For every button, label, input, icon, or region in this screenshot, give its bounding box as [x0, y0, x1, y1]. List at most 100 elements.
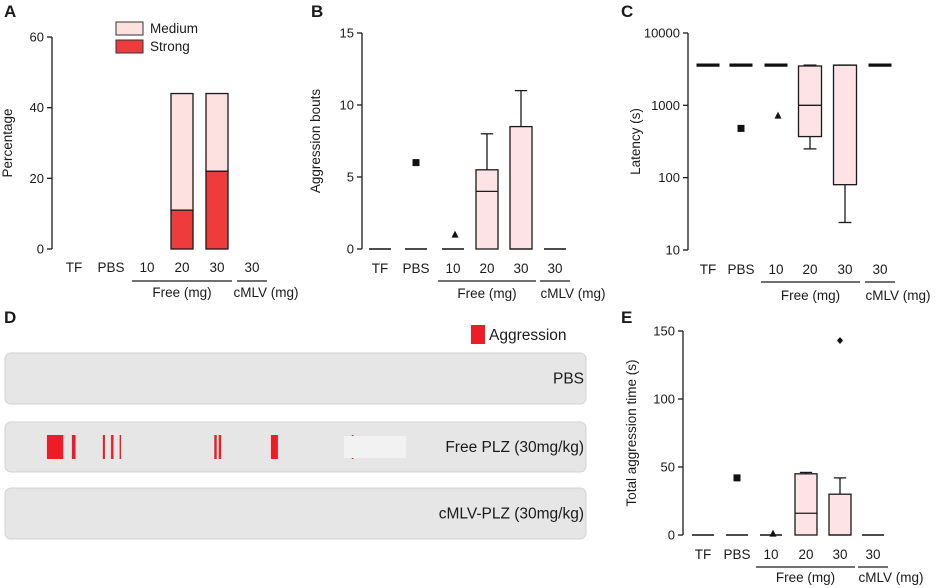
- bar-medium: [170, 92, 194, 211]
- x-category-label: 10: [763, 547, 778, 562]
- box-iqr: [794, 473, 818, 536]
- panel-label-c: C: [621, 2, 633, 21]
- y-axis-title: Percentage: [0, 108, 15, 177]
- panel-label-e: E: [621, 308, 632, 327]
- y-tick-label: 150: [653, 324, 675, 339]
- y-tick-label: 40: [30, 100, 44, 115]
- track-label: PBS: [553, 371, 584, 388]
- x-category-label: 20: [798, 547, 813, 562]
- x-category-label: 10: [139, 260, 154, 275]
- y-tick-label: 100: [658, 170, 680, 185]
- x-category-label: 10: [445, 261, 460, 276]
- x-category-label: 30: [209, 260, 224, 275]
- y-tick-label: 50: [661, 460, 675, 475]
- legend-label-medium: Medium: [150, 21, 198, 36]
- y-tick-label: 0: [37, 242, 44, 257]
- x-category-label: 30: [244, 260, 259, 275]
- x-category-label: 20: [479, 261, 494, 276]
- aggression-event: [214, 435, 217, 459]
- group-label: Free (mg): [152, 285, 211, 300]
- x-category-label: PBS: [727, 262, 754, 277]
- group-label: cMLV (mg): [233, 285, 298, 300]
- x-category-label: 30: [547, 261, 562, 276]
- y-tick-label: 0: [347, 242, 354, 257]
- y-axis-title: Total aggression time (s): [624, 359, 639, 506]
- group-label: cMLV (mg): [858, 570, 923, 585]
- x-category-label: PBS: [402, 261, 429, 276]
- box-iqr: [797, 65, 823, 138]
- box-iqr: [509, 125, 533, 250]
- x-category-label: TF: [695, 547, 712, 562]
- outlier-point: [774, 111, 782, 119]
- aggression-event: [102, 435, 105, 459]
- x-category-label: PBS: [723, 547, 750, 562]
- y-tick-label: 20: [30, 171, 44, 186]
- y-tick-label: 15: [340, 26, 354, 41]
- outlier-point: [733, 474, 741, 482]
- x-category-label: TF: [66, 260, 83, 275]
- x-category-label: 30: [837, 262, 852, 277]
- x-category-label: 10: [768, 262, 783, 277]
- chart-a: 0 20 40 60 Percentage TF PBS 10 20 30 30 Free (mg) c…: [0, 21, 299, 300]
- y-axis-title: Aggression bouts: [308, 89, 323, 194]
- track-gap-segment: [344, 436, 406, 458]
- outlier-point: [412, 159, 420, 167]
- aggression-event: [119, 435, 122, 459]
- aggression-event: [47, 435, 64, 459]
- aggression-event: [111, 435, 114, 459]
- chart-d: Aggression PBS Free PLZ (30mg/kg) cMLV-PLZ …: [4, 325, 587, 540]
- outlier-point: [837, 337, 843, 345]
- panel-label-d: D: [4, 308, 16, 327]
- bar-strong: [170, 209, 194, 250]
- chart-e: 0 50 100 150 Total aggression time (s) TF PBS 1…: [624, 324, 924, 586]
- x-category-label: 20: [174, 260, 189, 275]
- aggression-event: [218, 435, 222, 459]
- panel-label-b: B: [311, 2, 323, 21]
- aggression-event: [71, 435, 76, 459]
- x-category-label: 30: [832, 547, 847, 562]
- x-category-label: PBS: [97, 260, 124, 275]
- group-label: cMLV (mg): [540, 286, 605, 301]
- bar-medium: [205, 92, 229, 172]
- panel-label-a: A: [4, 2, 16, 21]
- chart-b: 0 5 10 15 Aggression bouts TF PBS 10 20 30 30 Free …: [308, 26, 606, 302]
- group-label: Free (mg): [457, 286, 516, 301]
- x-category-label: TF: [372, 261, 389, 276]
- outlier-point: [769, 529, 777, 537]
- legend-swatch-strong: [115, 39, 144, 54]
- box-iqr: [832, 64, 858, 186]
- timeline-track: [4, 352, 587, 405]
- y-tick-label: 60: [30, 30, 44, 45]
- box-iqr: [828, 493, 852, 536]
- group-label: Free (mg): [781, 288, 840, 303]
- bar-strong: [205, 170, 229, 250]
- outlier-point: [451, 230, 459, 238]
- y-axis-title: Latency (s): [628, 108, 643, 175]
- y-tick-label: 10: [666, 243, 680, 258]
- x-category-label: TF: [700, 262, 717, 277]
- group-label: cMLV (mg): [865, 288, 930, 303]
- aggression-event: [270, 435, 278, 459]
- x-category-label: 30: [872, 262, 887, 277]
- chart-c: 10 100 1000 10000 Latency (s) TF PBS 10 20 30 30 Fr…: [628, 26, 931, 304]
- legend-swatch-medium: [115, 21, 144, 36]
- y-tick-label: 1000: [651, 98, 680, 113]
- track-label: Free PLZ (30mg/kg): [445, 439, 584, 456]
- outlier-point: [737, 124, 745, 132]
- x-category-label: 30: [513, 261, 528, 276]
- timeline-track: [4, 487, 587, 540]
- track-label: cMLV-PLZ (30mg/kg): [439, 506, 584, 523]
- x-category-label: 30: [865, 547, 880, 562]
- y-tick-label: 10000: [644, 26, 680, 41]
- timeline-track: [4, 421, 587, 473]
- y-tick-label: 5: [347, 170, 354, 185]
- y-tick-label: 0: [668, 528, 675, 543]
- y-tick-label: 100: [653, 392, 675, 407]
- box-iqr: [475, 169, 499, 250]
- legend-swatch-aggression: [471, 325, 485, 344]
- group-label: Free (mg): [776, 570, 835, 585]
- legend-label-strong: Strong: [150, 39, 190, 54]
- y-tick-label: 10: [340, 98, 354, 113]
- legend-label-aggression: Aggression: [489, 327, 567, 344]
